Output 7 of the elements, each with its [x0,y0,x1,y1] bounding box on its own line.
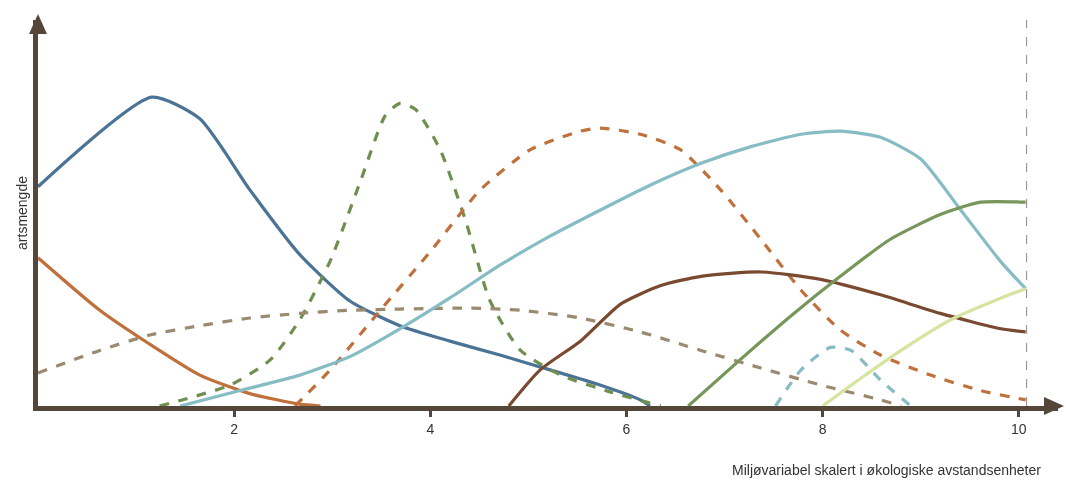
x-tick-label: 10 [1010,420,1027,437]
x-axis-title: Miljøvariabel skalert i økologiske avstandsenheter [732,462,1042,478]
x-tick-label: 2 [230,420,239,437]
x-tick-label: 8 [818,420,827,437]
x-tick-label: 6 [622,420,631,437]
x-tick-label: 4 [426,420,435,437]
y-axis-title: artsmengde [13,175,30,250]
